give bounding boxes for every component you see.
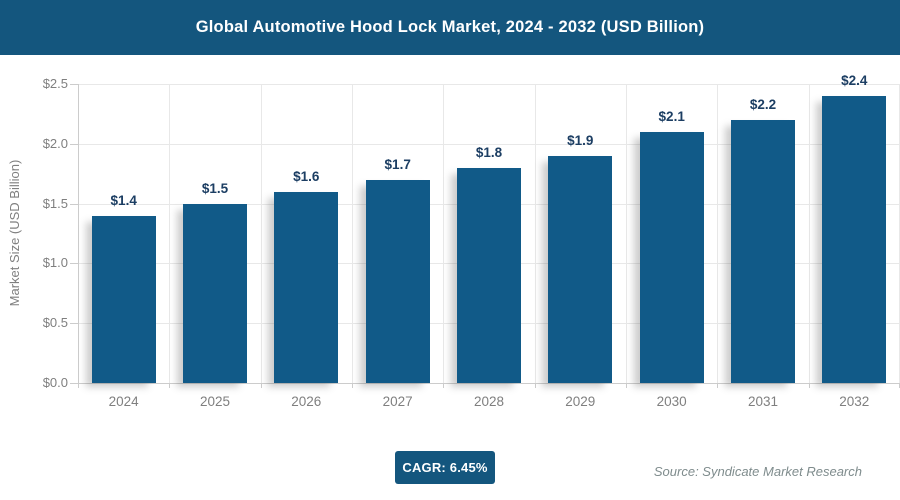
- grid-line-v: [443, 84, 445, 383]
- x-tick-label: 2028: [473, 394, 505, 409]
- bar-value-label: $2.1: [658, 108, 685, 124]
- x-tick-mark: [352, 383, 353, 388]
- bar-2026: [274, 191, 339, 383]
- bar-2024: [91, 215, 156, 383]
- grid-line-h: [78, 143, 900, 145]
- bar-2030: [639, 131, 704, 383]
- y-axis-title: Market Size (USD Billion): [7, 159, 22, 307]
- x-tick-mark: [260, 383, 262, 388]
- grid-line-v: [169, 84, 171, 383]
- y-tick-label: $0.0: [42, 375, 68, 390]
- x-tick-label: 2024: [108, 394, 139, 409]
- y-tick-label: $0.5: [42, 315, 68, 331]
- x-tick-label: 2031: [747, 394, 779, 409]
- x-tick-label: 2026: [291, 394, 322, 409]
- bar-2031: [731, 119, 795, 383]
- grid-line-v: [808, 84, 810, 383]
- x-axis-line: [78, 383, 900, 384]
- x-tick-label: 2032: [839, 394, 870, 409]
- bar-2027: [365, 179, 430, 383]
- y-axis-line: [78, 84, 79, 383]
- x-tick-label: 2025: [199, 394, 231, 409]
- x-tick-mark: [443, 383, 445, 388]
- chart-title: Global Automotive Hood Lock Market, 2024…: [195, 18, 705, 36]
- bar-2029: [548, 155, 613, 383]
- y-tick-mark: [70, 203, 78, 205]
- bar-value-label: $1.9: [567, 132, 594, 148]
- y-tick-mark: [70, 84, 78, 85]
- x-tick-mark: [169, 383, 171, 388]
- grid-line-v: [717, 84, 719, 383]
- y-tick-mark: [70, 383, 78, 384]
- y-tick-mark: [70, 143, 78, 145]
- bar-value-label: $2.4: [841, 73, 868, 88]
- grid-line-v: [260, 84, 262, 383]
- y-tick-label: $1.5: [42, 195, 68, 211]
- bar-value-label: $1.5: [201, 180, 229, 196]
- cagr-badge: CAGR: 6.45%: [395, 451, 495, 484]
- chart-title-banner: Global Automotive Hood Lock Market, 2024…: [0, 0, 900, 55]
- y-tick-mark: [70, 323, 78, 325]
- x-tick-label: 2030: [656, 394, 687, 409]
- x-tick-mark: [626, 383, 627, 388]
- x-tick-mark: [808, 383, 810, 388]
- bar-2032: [822, 96, 887, 383]
- grid-line-v: [626, 84, 627, 383]
- grid-line-h: [78, 84, 900, 85]
- bar-value-label: $1.4: [110, 192, 137, 208]
- x-tick-label: 2027: [382, 394, 413, 409]
- y-tick-label: $2.5: [42, 76, 68, 91]
- y-tick-label: $2.0: [42, 135, 68, 151]
- bar-value-label: $1.7: [384, 156, 411, 172]
- x-tick-mark: [78, 383, 79, 388]
- bar-2025: [183, 203, 247, 383]
- bar-value-label: $1.8: [475, 144, 503, 160]
- y-tick-mark: [70, 263, 78, 265]
- bar-value-label: $2.2: [749, 96, 777, 112]
- bar-2028: [457, 167, 521, 383]
- x-tick-mark: [717, 383, 719, 388]
- bar-value-label: $1.6: [293, 168, 320, 184]
- grid-line-v: [534, 84, 536, 383]
- source-credit: Source: Syndicate Market Research: [653, 464, 862, 479]
- x-tick-label: 2029: [565, 394, 596, 409]
- x-tick-mark: [534, 383, 536, 388]
- grid-line-v: [352, 84, 353, 383]
- y-tick-label: $1.0: [42, 255, 68, 271]
